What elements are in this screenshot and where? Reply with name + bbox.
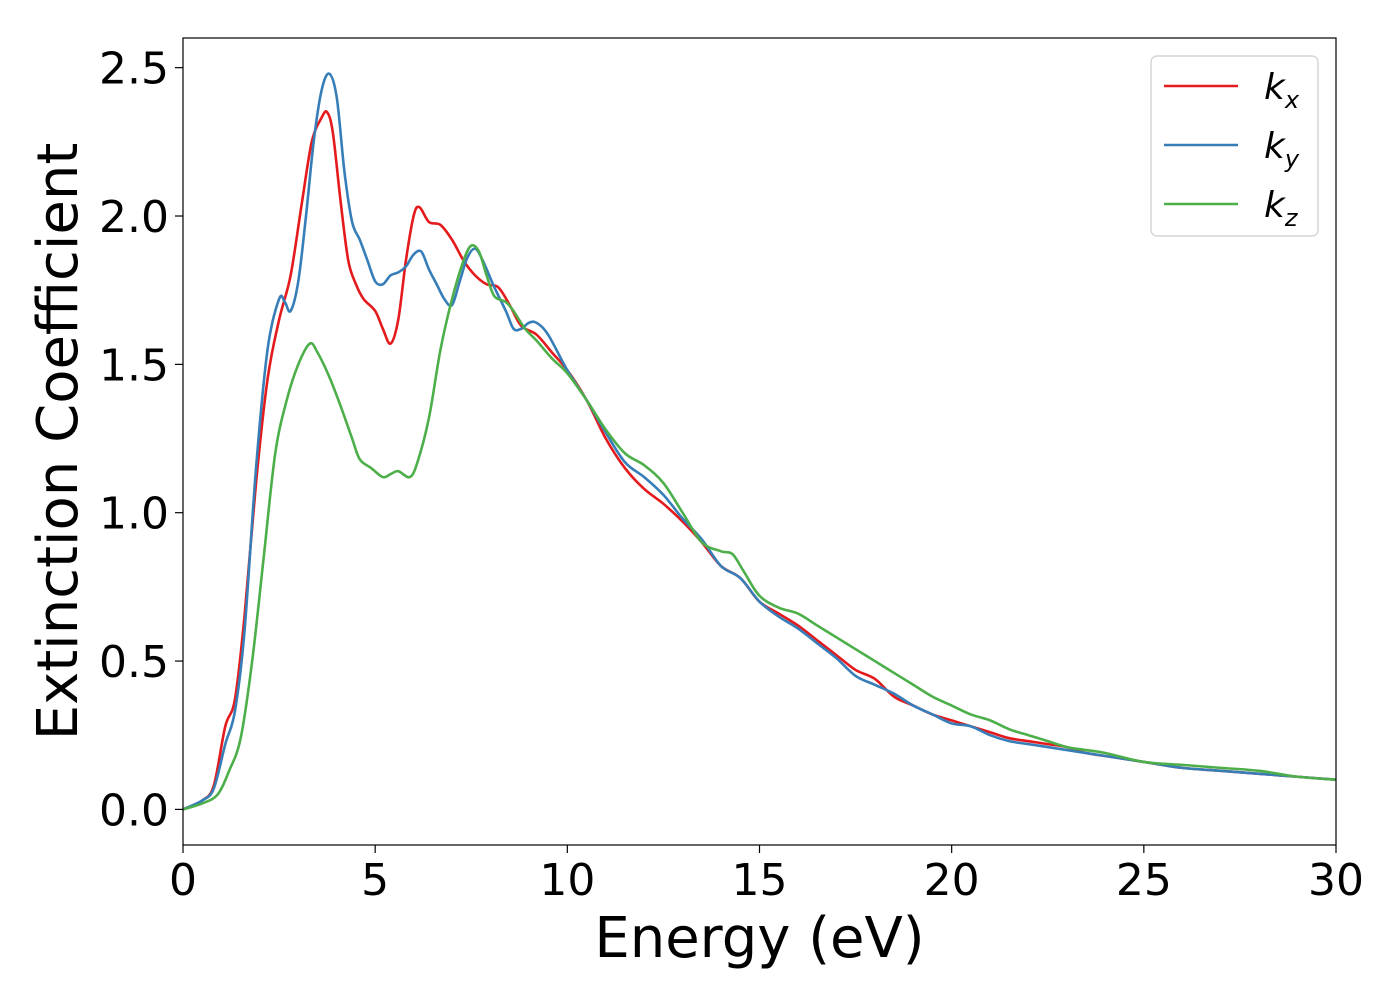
series-lines <box>183 72 1336 811</box>
series-line-z <box>183 243 1336 811</box>
y-tick-label: 0.0 <box>99 785 169 836</box>
legend-label-x: kx <box>1264 67 1300 114</box>
y-tick-label: 2.0 <box>99 192 169 243</box>
y-tick-label: 1.5 <box>99 340 169 391</box>
x-axis: 0 5 10 15 20 25 30 <box>169 845 1364 906</box>
y-tick-label: 1.0 <box>99 489 169 540</box>
x-tick-label: 30 <box>1308 855 1364 906</box>
series-line-x <box>183 110 1336 811</box>
legend: kx ky kz <box>1150 55 1319 237</box>
x-tick-label: 5 <box>361 855 389 906</box>
series-line-y <box>183 72 1336 811</box>
y-axis: 0.0 0.5 1.0 1.5 2.0 2.5 <box>99 44 183 836</box>
x-tick-label: 10 <box>539 855 595 906</box>
x-tick-label: 0 <box>169 855 197 906</box>
legend-label-y: ky <box>1264 126 1300 173</box>
x-tick-label: 20 <box>924 855 980 906</box>
legend-label-z: kz <box>1264 185 1299 232</box>
y-axis-title: Extinction Coefficient <box>26 143 91 741</box>
x-axis-title: Energy (eV) <box>594 906 924 971</box>
x-tick-label: 25 <box>1116 855 1172 906</box>
y-tick-label: 2.5 <box>99 44 169 95</box>
x-tick-label: 15 <box>732 855 788 906</box>
y-tick-label: 0.5 <box>99 637 169 688</box>
